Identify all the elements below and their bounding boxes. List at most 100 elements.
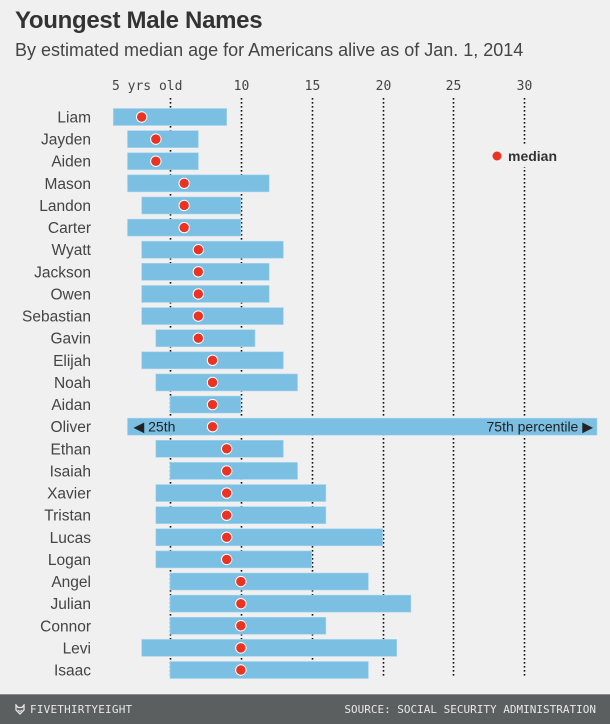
range-bars: ◀ 25th 75th percentile ▶ xyxy=(113,108,598,679)
footer: FIVETHIRTYEIGHT SOURCE: SOCIAL SECURITY … xyxy=(0,694,610,724)
range-bar xyxy=(169,572,369,591)
brand-name: FIVETHIRTYEIGHT xyxy=(30,703,133,716)
row-label: Logan xyxy=(48,552,91,569)
chart-subtitle: By estimated median age for Americans al… xyxy=(15,40,524,60)
chart-title: Youngest Male Names xyxy=(15,7,263,34)
x-tick-label-20: 20 xyxy=(376,79,392,94)
row-label: Landon xyxy=(39,198,91,215)
x-axis-ticks: 5 yrs old 10 15 20 25 30 xyxy=(112,79,532,94)
row-label: Levi xyxy=(63,640,91,657)
row-julian xyxy=(169,594,412,613)
row-sebastian xyxy=(141,307,284,325)
median-dot xyxy=(192,288,205,300)
row-levi xyxy=(141,639,398,657)
row-lucas xyxy=(155,528,383,547)
row-label: Elijah xyxy=(53,353,91,370)
row-ethan xyxy=(155,439,284,458)
range-bar xyxy=(169,395,242,414)
x-tick-label-25: 25 xyxy=(446,79,462,94)
row-label: Isaiah xyxy=(50,463,91,480)
row-label: Sebastian xyxy=(22,309,91,326)
row-xavier xyxy=(155,484,327,502)
row-gavin xyxy=(155,329,256,348)
row-labels: Liam Jayden Aiden Mason Landon Carter Wyatt Jac… xyxy=(22,110,92,680)
median-dot xyxy=(220,487,233,499)
row-connor xyxy=(169,616,327,635)
range-bar xyxy=(113,108,227,126)
row-label: Tristan xyxy=(44,508,91,525)
median-dot xyxy=(235,620,247,632)
range-bar xyxy=(127,174,270,193)
row-aidan xyxy=(169,395,242,414)
legend-median-label: median xyxy=(508,148,557,164)
x-tick-label-5: 5 yrs old xyxy=(112,79,182,94)
row-owen xyxy=(141,285,270,303)
row-carter xyxy=(127,218,242,237)
range-bar xyxy=(155,329,256,348)
row-noah xyxy=(155,373,298,392)
range-bar xyxy=(169,462,298,480)
range-bar xyxy=(155,484,327,502)
median-dot xyxy=(220,553,233,566)
row-label: Lucas xyxy=(50,530,92,547)
row-aiden xyxy=(127,152,199,171)
brand: FIVETHIRTYEIGHT xyxy=(15,703,132,716)
row-label: Owen xyxy=(51,286,92,303)
median-dot xyxy=(135,111,148,123)
median-dot xyxy=(206,420,219,433)
row-isaiah xyxy=(169,462,298,480)
range-bar xyxy=(141,240,284,259)
gridlines xyxy=(169,98,530,678)
row-label: Connor xyxy=(40,618,91,635)
row-label: Jackson xyxy=(34,264,91,281)
annotation-75th-label: 75th percentile ▶ xyxy=(487,419,594,435)
median-dot xyxy=(206,398,219,411)
fox-icon xyxy=(15,704,25,715)
range-bar xyxy=(169,594,412,613)
row-label: Ethan xyxy=(50,441,91,458)
row-label: Liam xyxy=(57,110,91,127)
legend: median xyxy=(492,148,557,164)
source-credit: SOURCE: SOCIAL SECURITY ADMINISTRATION xyxy=(344,703,596,716)
median-dot xyxy=(206,376,219,389)
x-tick-label-15: 15 xyxy=(305,79,321,94)
row-jackson xyxy=(141,263,270,281)
range-bar xyxy=(127,152,199,171)
range-bar xyxy=(127,417,598,436)
median-dot xyxy=(192,244,205,256)
row-mason xyxy=(127,174,270,193)
median-dot xyxy=(178,221,190,234)
row-label: Aidan xyxy=(51,397,91,414)
median-dot xyxy=(235,664,247,676)
row-label: Jayden xyxy=(41,132,91,149)
row-elijah xyxy=(141,351,284,370)
median-dot xyxy=(192,310,205,322)
row-label: Carter xyxy=(48,220,91,237)
row-logan xyxy=(155,550,312,569)
x-tick-label-30: 30 xyxy=(517,79,533,94)
range-bar xyxy=(141,285,270,303)
row-label: Aiden xyxy=(51,154,91,171)
row-angel xyxy=(169,572,369,591)
range-bar xyxy=(155,439,284,458)
row-oliver: ◀ 25th 75th percentile ▶ xyxy=(127,417,598,436)
range-bar xyxy=(169,616,327,635)
median-dot xyxy=(178,199,190,212)
median-dot xyxy=(178,177,190,190)
range-bar xyxy=(169,661,369,679)
row-jayden xyxy=(127,130,199,148)
legend-backdrop xyxy=(518,145,530,167)
median-dot xyxy=(220,531,233,543)
range-bar xyxy=(141,196,242,215)
range-bar xyxy=(155,528,383,547)
row-label: Noah xyxy=(54,375,91,392)
row-label: Mason xyxy=(44,176,91,193)
median-dot xyxy=(150,133,162,145)
median-dot xyxy=(220,465,233,477)
median-dot xyxy=(192,266,205,278)
median-dot xyxy=(192,332,205,344)
row-tristan xyxy=(155,506,327,524)
median-dot xyxy=(220,443,233,455)
range-bar xyxy=(155,506,327,524)
row-label: Julian xyxy=(51,596,92,613)
